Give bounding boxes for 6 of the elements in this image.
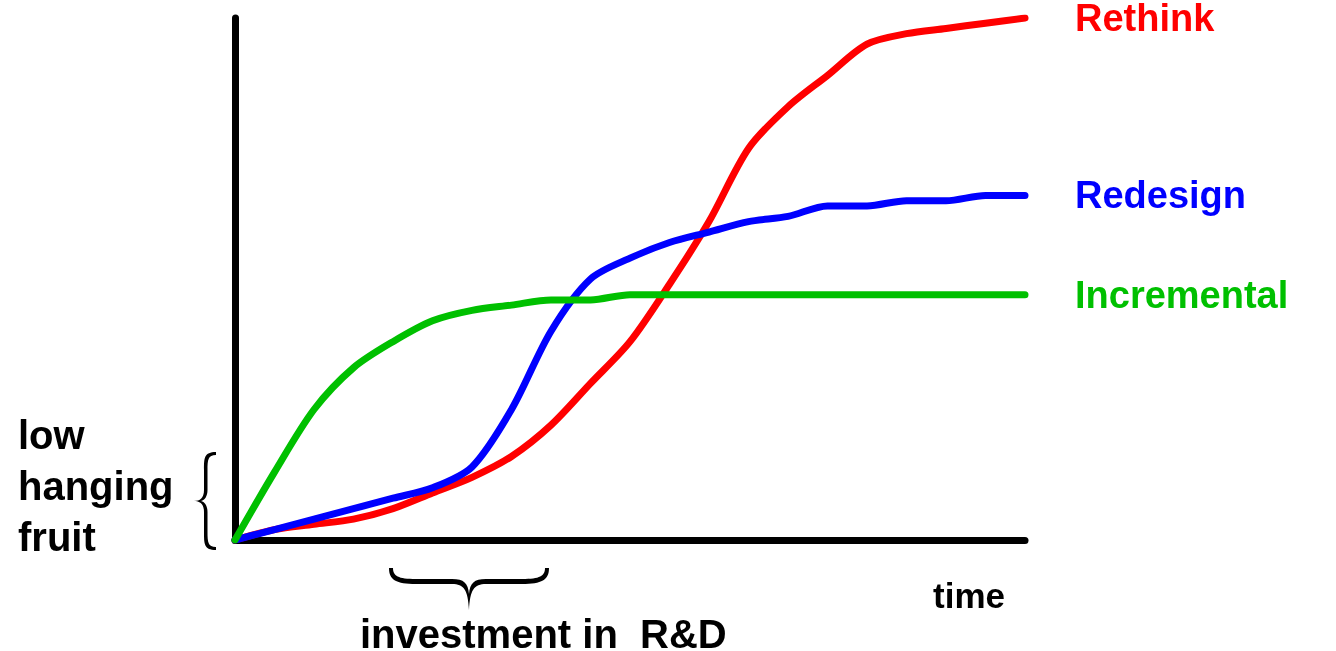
text: investment in R&D xyxy=(360,612,727,651)
series-label: Rethink xyxy=(1075,0,1216,39)
x-axis-title: time xyxy=(933,576,1005,616)
series-label: Redesign xyxy=(1075,174,1247,217)
text: low hanging fruit xyxy=(18,412,175,561)
series-label: Incremental xyxy=(1075,273,1289,316)
